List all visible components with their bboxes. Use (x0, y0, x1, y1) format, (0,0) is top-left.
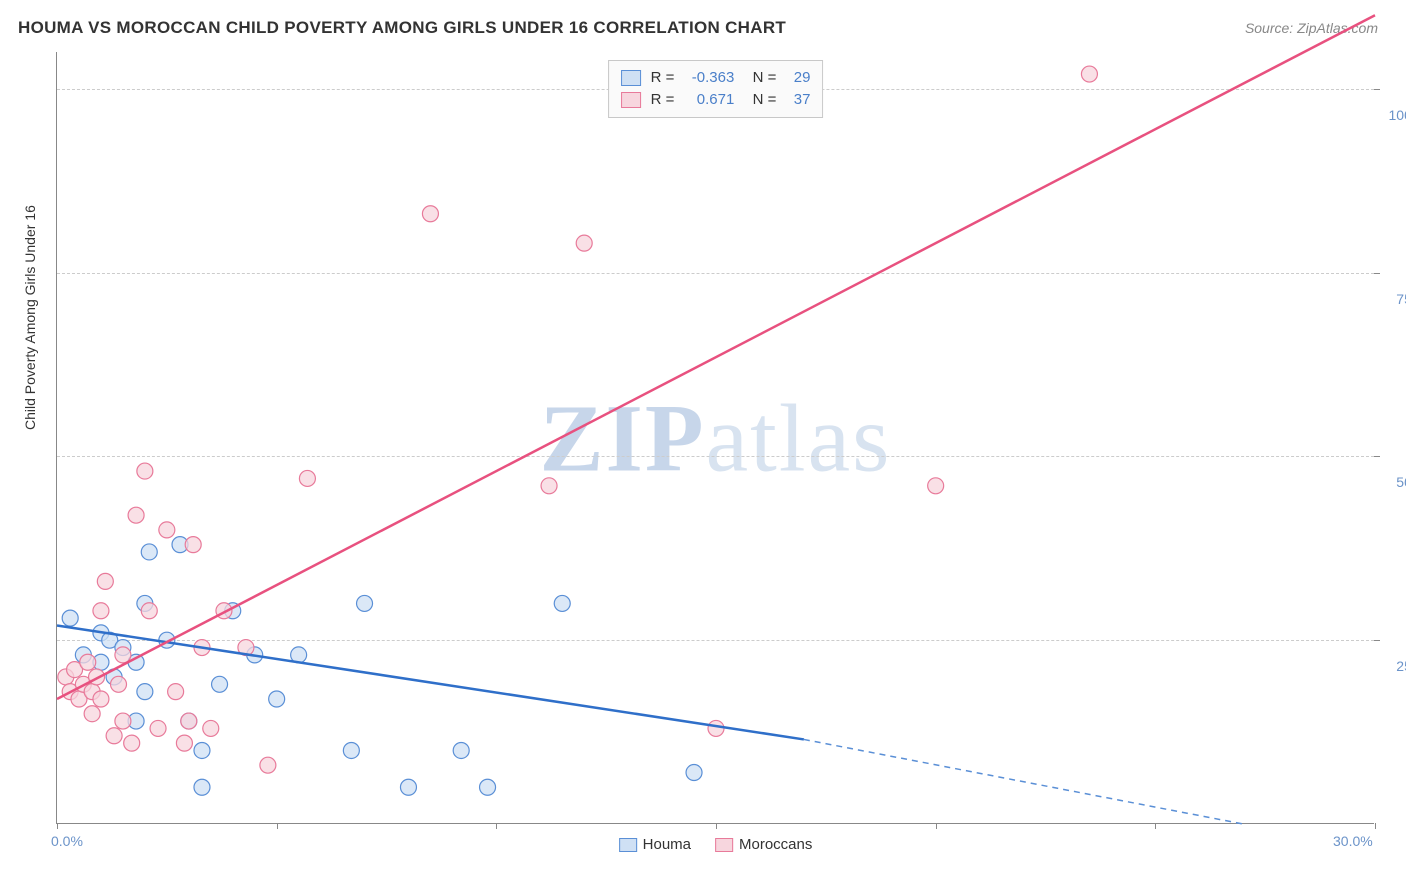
houma-point (686, 765, 702, 781)
y-tick-label: 50.0% (1381, 474, 1406, 490)
y-tick-label: 100.0% (1381, 107, 1406, 123)
legend-label: Moroccans (739, 836, 812, 853)
houma-point (194, 742, 210, 758)
moroccans-point (106, 728, 122, 744)
x-tick (1375, 823, 1376, 829)
moroccans-point (124, 735, 140, 751)
moroccans-point (150, 720, 166, 736)
moroccans-point (84, 706, 100, 722)
houma-point (194, 779, 210, 795)
moroccans-point (80, 654, 96, 670)
houma-point (357, 595, 373, 611)
moroccans-point (203, 720, 219, 736)
x-tick (716, 823, 717, 829)
houma-point (137, 684, 153, 700)
moroccans-point (93, 691, 109, 707)
houma-point (554, 595, 570, 611)
moroccans-point (176, 735, 192, 751)
stat-r-label: R = (651, 89, 675, 111)
moroccans-point (111, 676, 127, 692)
moroccans-point (708, 720, 724, 736)
legend-item: Moroccans (715, 836, 812, 853)
chart-title: HOUMA VS MOROCCAN CHILD POVERTY AMONG GI… (18, 18, 786, 38)
houma-point (453, 742, 469, 758)
y-axis-label: Child Poverty Among Girls Under 16 (22, 205, 38, 430)
x-tick (936, 823, 937, 829)
source-attribution: Source: ZipAtlas.com (1245, 20, 1378, 36)
houma-point (141, 544, 157, 560)
stat-r-label: R = (651, 67, 675, 89)
moroccans-point (159, 522, 175, 538)
moroccans-point (115, 647, 131, 663)
stats-legend: R = -0.363 N = 29R = 0.671 N = 37 (608, 60, 824, 118)
moroccans-point (541, 478, 557, 494)
houma-trend-line (57, 625, 804, 739)
moroccans-point (93, 603, 109, 619)
stats-legend-row: R = -0.363 N = 29 (621, 67, 811, 89)
x-tick (496, 823, 497, 829)
stat-n-label: N = (744, 89, 776, 111)
x-tick (1155, 823, 1156, 829)
houma-point (400, 779, 416, 795)
moroccans-point (141, 603, 157, 619)
chart-container: HOUMA VS MOROCCAN CHILD POVERTY AMONG GI… (0, 0, 1406, 892)
moroccans-point (168, 684, 184, 700)
x-tick (57, 823, 58, 829)
stat-r-value: 0.671 (684, 89, 734, 111)
stat-r-value: -0.363 (684, 67, 734, 89)
houma-point (62, 610, 78, 626)
stat-n-label: N = (744, 67, 776, 89)
houma-point (480, 779, 496, 795)
y-tick (1374, 640, 1380, 641)
houma-point (212, 676, 228, 692)
moroccans-point (137, 463, 153, 479)
y-tick-label: 25.0% (1381, 658, 1406, 674)
houma-trend-line-dashed (804, 739, 1243, 824)
y-tick (1374, 456, 1380, 457)
stat-n-value: 29 (786, 67, 810, 89)
houma-point (343, 742, 359, 758)
moroccans-point (97, 573, 113, 589)
moroccans-point (115, 713, 131, 729)
moroccans-point (299, 470, 315, 486)
y-tick-label: 75.0% (1381, 291, 1406, 307)
series-legend: Houma Moroccans (619, 836, 813, 853)
moroccans-point (260, 757, 276, 773)
y-tick (1374, 273, 1380, 274)
legend-swatch (715, 838, 733, 852)
legend-label: Houma (643, 836, 691, 853)
y-tick (1374, 89, 1380, 90)
plot-area: ZIPatlas 25.0%50.0%75.0%100.0% 0.0%30.0%… (56, 52, 1374, 824)
moroccans-point (422, 206, 438, 222)
houma-point (269, 691, 285, 707)
moroccans-point (1081, 66, 1097, 82)
moroccans-point (128, 507, 144, 523)
scatter-svg (57, 52, 1374, 823)
stats-legend-row: R = 0.671 N = 37 (621, 89, 811, 111)
moroccans-point (185, 537, 201, 553)
moroccans-point (928, 478, 944, 494)
stat-n-value: 37 (786, 89, 810, 111)
x-tick-label: 30.0% (1333, 833, 1373, 849)
moroccans-point (181, 713, 197, 729)
legend-swatch (619, 838, 637, 852)
legend-item: Houma (619, 836, 691, 853)
moroccans-point (576, 235, 592, 251)
x-tick-label: 0.0% (51, 833, 83, 849)
x-tick (277, 823, 278, 829)
legend-swatch (621, 70, 641, 86)
legend-swatch (621, 92, 641, 108)
